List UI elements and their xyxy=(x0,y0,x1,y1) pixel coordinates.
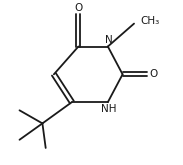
Text: N: N xyxy=(105,35,113,45)
Text: CH₃: CH₃ xyxy=(141,16,160,26)
Text: O: O xyxy=(74,3,83,13)
Text: O: O xyxy=(149,69,157,79)
Text: NH: NH xyxy=(101,104,116,114)
